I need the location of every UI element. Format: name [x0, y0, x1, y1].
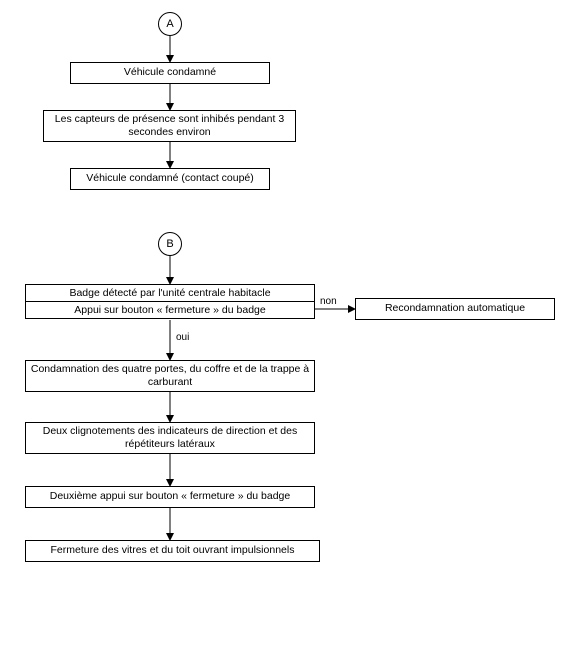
box-condamnation-portes-text: Condamnation des quatre portes, du coffr…	[30, 363, 310, 389]
box-badge-detecte-top: Badge détecté par l'unité centrale habit…	[26, 285, 314, 301]
box-badge-detecte-bottom: Appui sur bouton « fermeture » du badge	[26, 301, 314, 318]
edge-label-non: non	[320, 296, 337, 307]
box-deuxieme-appui: Deuxième appui sur bouton « fermeture » …	[25, 486, 315, 508]
box-clignotements-text: Deux clignotements des indicateurs de di…	[30, 425, 310, 451]
box-clignotements: Deux clignotements des indicateurs de di…	[25, 422, 315, 454]
edge-label-oui: oui	[176, 332, 189, 343]
box-deuxieme-appui-text: Deuxième appui sur bouton « fermeture » …	[50, 490, 291, 503]
box-fermeture-vitres: Fermeture des vitres et du toit ouvrant …	[25, 540, 320, 562]
box-fermeture-vitres-text: Fermeture des vitres et du toit ouvrant …	[51, 544, 295, 557]
flowchart-canvas: A Véhicule condamné Les capteurs de prés…	[0, 0, 577, 645]
box-vehicule-condamne-text: Véhicule condamné	[124, 66, 216, 79]
box-vehicule-condamne-contact-text: Véhicule condamné (contact coupé)	[86, 172, 254, 185]
start-node-b: B	[158, 232, 182, 256]
start-node-a: A	[158, 12, 182, 36]
box-vehicule-condamne-contact: Véhicule condamné (contact coupé)	[70, 168, 270, 190]
box-badge-detecte: Badge détecté par l'unité centrale habit…	[25, 284, 315, 319]
box-recondamnation-auto-text: Recondamnation automatique	[385, 302, 525, 315]
box-capteurs-inhibes-text: Les capteurs de présence sont inhibés pe…	[48, 113, 291, 139]
box-recondamnation-auto: Recondamnation automatique	[355, 298, 555, 320]
start-node-b-label: B	[166, 238, 173, 250]
box-vehicule-condamne: Véhicule condamné	[70, 62, 270, 84]
start-node-a-label: A	[166, 18, 173, 30]
box-condamnation-portes: Condamnation des quatre portes, du coffr…	[25, 360, 315, 392]
box-capteurs-inhibes: Les capteurs de présence sont inhibés pe…	[43, 110, 296, 142]
